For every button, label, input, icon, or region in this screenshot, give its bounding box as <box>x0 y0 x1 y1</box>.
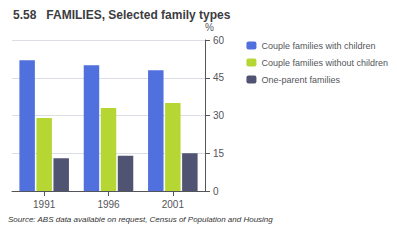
svg-text:5.58 FAMILIES, Selected fami: 5.58 FAMILIES, Selected family types <box>13 8 231 22</box>
svg-text:1996: 1996 <box>97 199 120 210</box>
svg-text:30: 30 <box>213 110 225 121</box>
svg-text:60: 60 <box>213 35 225 46</box>
svg-text:One-parent families: One-parent families <box>261 75 340 85</box>
svg-text:0: 0 <box>213 186 219 197</box>
svg-text:Source: ABS data available on: Source: ABS data available on request, C… <box>8 215 273 224</box>
svg-text:Couple families without childr: Couple families without children <box>261 58 388 68</box>
svg-text:45: 45 <box>213 72 225 83</box>
svg-text:15: 15 <box>213 148 225 159</box>
svg-text:Couple families with children: Couple families with children <box>261 41 375 51</box>
svg-text:%: % <box>205 22 214 33</box>
svg-text:1991: 1991 <box>33 199 56 210</box>
svg-text:2001: 2001 <box>162 199 185 210</box>
